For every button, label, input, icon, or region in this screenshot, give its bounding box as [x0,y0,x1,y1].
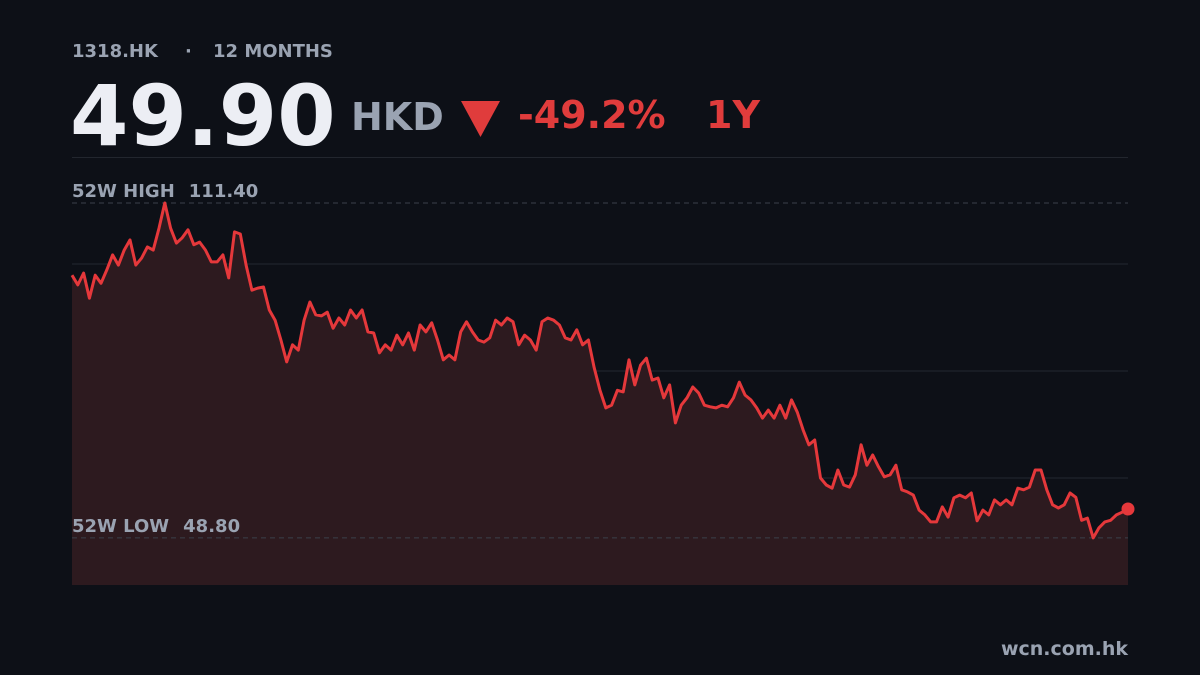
last-point [1121,502,1135,516]
price: 49.90 [70,67,336,165]
change: -49.2% [518,93,666,137]
period: 12 MONTHS [213,41,333,62]
plot: 52W HIGH 111.40 52W LOW 48.80 [70,181,1135,585]
reference-label: 52W HIGH 111.40 [72,181,258,202]
ticker: 1318.HK [72,41,159,62]
reference-value: 48.80 [183,516,240,537]
currency: HKD [351,95,444,139]
reference-name: 52W HIGH [72,181,175,202]
price-line [70,201,1129,540]
down-arrow [461,101,500,137]
reference-label: 52W LOW 48.80 [72,516,240,537]
reference-name: 52W LOW [72,516,169,537]
separator: · [185,41,192,62]
source: wcn.com.hk [1001,638,1128,660]
reference-value: 111.40 [189,181,258,202]
range: 1Y [706,93,760,137]
